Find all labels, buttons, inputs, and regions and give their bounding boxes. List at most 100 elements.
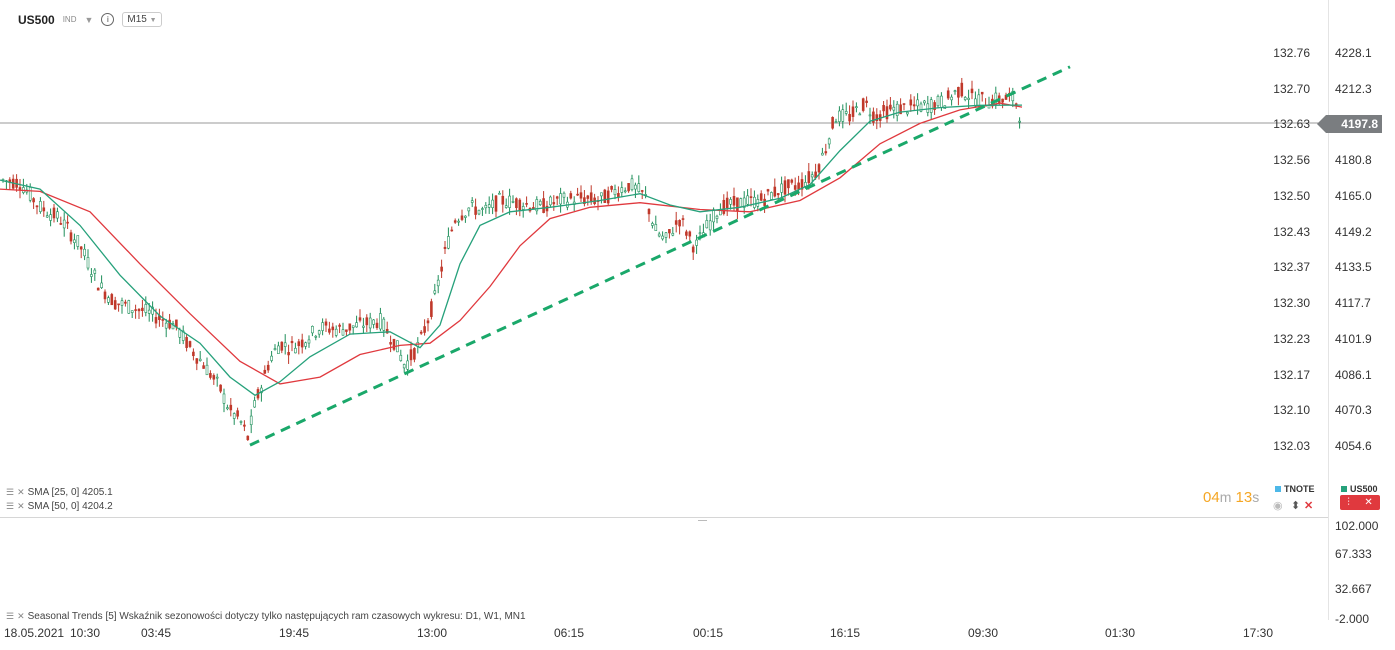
y-left-tick: 132.43 bbox=[1273, 224, 1310, 239]
settings-icon[interactable]: ☰ bbox=[6, 487, 15, 497]
close-icon[interactable]: ✕ bbox=[1364, 497, 1373, 508]
candle-body bbox=[654, 224, 658, 231]
candle-body bbox=[307, 339, 311, 344]
legend-sma25-text: SMA [25, 0] 4205.1 bbox=[27, 487, 113, 498]
countdown-min: 04 bbox=[1203, 489, 1220, 506]
candle-body bbox=[253, 400, 256, 408]
y-left-tick: 132.37 bbox=[1273, 260, 1310, 275]
candle-body bbox=[236, 410, 239, 417]
candle-body bbox=[776, 193, 780, 196]
x-tick: 19:45 bbox=[279, 626, 310, 640]
close-icon[interactable]: ✕ bbox=[17, 611, 25, 621]
candle-body bbox=[688, 231, 692, 237]
candle-body bbox=[436, 279, 440, 287]
y-left-tick: 132.30 bbox=[1273, 296, 1310, 311]
countdown-sec: 13 bbox=[1235, 489, 1253, 506]
candle-body bbox=[691, 246, 695, 253]
sort-icon[interactable]: ⬍ bbox=[1291, 500, 1301, 512]
candle-body bbox=[827, 138, 831, 145]
settings-icon[interactable]: ☰ bbox=[6, 611, 15, 621]
candle-body bbox=[746, 195, 749, 205]
candle-body bbox=[542, 198, 545, 213]
candle-body bbox=[385, 328, 389, 334]
candle-body bbox=[569, 193, 573, 199]
candle-body bbox=[351, 325, 355, 328]
candle-body bbox=[147, 309, 151, 314]
candle-body bbox=[127, 300, 131, 314]
candle-body bbox=[940, 95, 943, 108]
candle-body bbox=[328, 328, 331, 333]
candle-body bbox=[810, 174, 814, 178]
candle-body bbox=[341, 329, 345, 336]
candle-body bbox=[453, 220, 457, 223]
pane-separator[interactable] bbox=[0, 517, 1328, 518]
candle-type-icon[interactable]: ⫶ bbox=[1347, 497, 1350, 508]
y-left-tick: 132.50 bbox=[1273, 188, 1310, 203]
y-left-tick: 132.03 bbox=[1273, 439, 1310, 453]
candle-body bbox=[484, 204, 488, 209]
y-right-tick: 4212.3 bbox=[1335, 81, 1372, 96]
close-icon[interactable]: ✕ bbox=[1304, 500, 1314, 512]
legend-sma50[interactable]: ☰ ✕ SMA [50, 0] 4204.2 bbox=[6, 501, 113, 512]
series-label-us500[interactable]: US500 bbox=[1341, 484, 1378, 494]
candle-body bbox=[586, 195, 590, 199]
candle-body bbox=[923, 100, 926, 104]
caret-down-icon[interactable]: ▼ bbox=[84, 14, 94, 25]
candle-body bbox=[215, 376, 219, 379]
legend-seasonal-text: Seasonal Trends [5] Wskaźnik sezonowości… bbox=[27, 611, 526, 622]
eye-icon[interactable]: ◉ bbox=[1273, 500, 1283, 512]
candle-body bbox=[770, 192, 773, 200]
candle-body bbox=[957, 86, 960, 98]
candle-body bbox=[919, 103, 923, 112]
candle-body bbox=[963, 97, 967, 100]
y-left-tick: 132.76 bbox=[1273, 46, 1310, 60]
candle-body bbox=[494, 195, 498, 212]
candle-body bbox=[1001, 98, 1004, 103]
y-right-tick: 4180.8 bbox=[1335, 153, 1372, 168]
candle-body bbox=[375, 322, 379, 328]
instrument-type: IND bbox=[62, 15, 77, 24]
candle-body bbox=[178, 329, 182, 338]
candle-body bbox=[45, 215, 49, 218]
y-left-tick: 132.17 bbox=[1273, 367, 1310, 382]
candle-body bbox=[892, 106, 896, 111]
legend-seasonal[interactable]: ☰ ✕ Seasonal Trends [5] Wskaźnik sezonow… bbox=[6, 611, 526, 622]
close-icon[interactable]: ✕ bbox=[17, 501, 25, 511]
us500-controls[interactable]: ⫶ ✕ bbox=[1340, 495, 1380, 510]
candle-body bbox=[198, 358, 202, 362]
candle-body bbox=[141, 307, 144, 311]
candle-body bbox=[674, 220, 678, 225]
candle-body bbox=[589, 192, 593, 202]
candle-body bbox=[498, 192, 501, 195]
candle-body bbox=[406, 360, 409, 370]
candle-body bbox=[358, 317, 362, 321]
y-left-tick: 132.63 bbox=[1273, 117, 1310, 132]
candle-body bbox=[634, 184, 637, 190]
candle-body bbox=[430, 301, 433, 317]
candle-body bbox=[946, 90, 950, 99]
candle-body bbox=[474, 206, 477, 215]
candle-body bbox=[226, 407, 229, 410]
candle-body bbox=[151, 306, 154, 315]
timeframe-select[interactable]: M15 ▼ bbox=[122, 12, 162, 27]
x-tick: 06:15 bbox=[554, 626, 585, 640]
candle-body bbox=[93, 269, 97, 274]
candle-body bbox=[66, 221, 69, 224]
candle-body bbox=[181, 330, 185, 341]
symbol-label[interactable]: US500 bbox=[18, 12, 55, 27]
legend-sma25[interactable]: ☰ ✕ SMA [25, 0] 4205.1 bbox=[6, 487, 113, 498]
candle-body bbox=[538, 200, 542, 205]
candle-body bbox=[39, 201, 42, 212]
candle-body bbox=[443, 246, 447, 249]
settings-icon[interactable]: ☰ bbox=[6, 501, 15, 511]
candle-body bbox=[902, 103, 906, 105]
us500-text: US500 bbox=[1350, 484, 1378, 494]
candle-body bbox=[348, 323, 352, 331]
close-icon[interactable]: ✕ bbox=[17, 487, 25, 497]
series-label-tnote[interactable]: TNOTE bbox=[1275, 484, 1315, 494]
pane-resize-handle[interactable] bbox=[698, 517, 707, 521]
candle-body bbox=[379, 313, 382, 330]
candle-body bbox=[154, 317, 158, 324]
info-icon[interactable]: i bbox=[101, 13, 115, 26]
